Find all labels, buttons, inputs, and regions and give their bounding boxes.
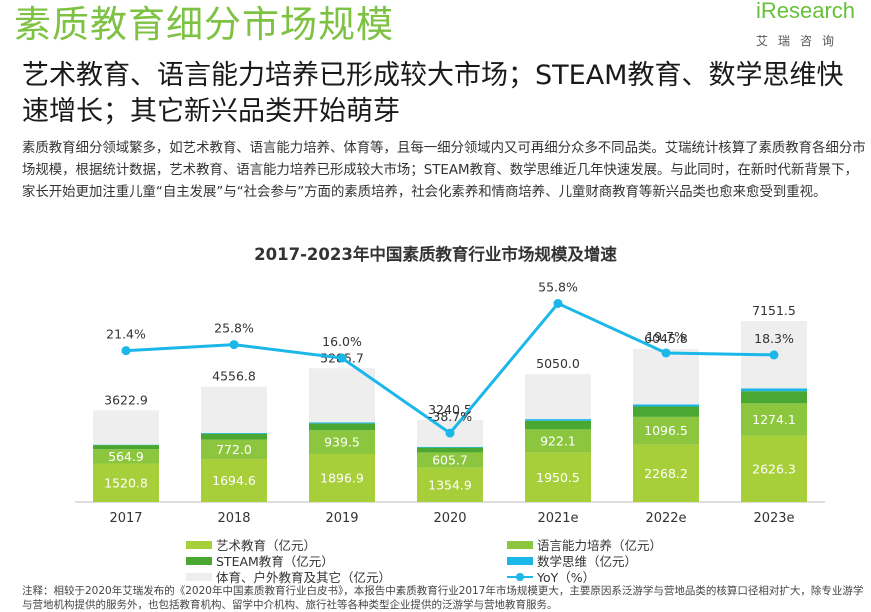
yoy-label: 55.8% bbox=[538, 279, 578, 294]
yoy-point bbox=[770, 350, 779, 359]
x-tick-label: 2023e bbox=[753, 511, 794, 526]
bar-segment bbox=[201, 434, 267, 440]
yoy-point bbox=[662, 348, 671, 357]
bar-value-label: 2626.3 bbox=[752, 461, 796, 476]
bar-segment bbox=[201, 387, 267, 433]
bar-segment bbox=[741, 391, 807, 403]
bar-value-label: 922.1 bbox=[540, 433, 576, 448]
yoy-label: -38.7% bbox=[428, 409, 472, 424]
x-tick-label: 2017 bbox=[109, 511, 142, 526]
yoy-label: 18.3% bbox=[754, 331, 794, 346]
bar-segment bbox=[525, 374, 591, 419]
x-tick-label: 2018 bbox=[217, 511, 250, 526]
bar-value-label: 1520.8 bbox=[104, 475, 148, 490]
yoy-label: 25.8% bbox=[214, 321, 254, 336]
x-tick-label: 2021e bbox=[537, 511, 578, 526]
legend-swatch-language bbox=[507, 541, 533, 549]
bar-segment bbox=[201, 433, 267, 434]
bar-total-label: 4556.8 bbox=[212, 369, 256, 384]
bar-value-label: 1274.1 bbox=[752, 412, 796, 427]
bar-value-label: 1896.9 bbox=[320, 471, 364, 486]
yoy-label: 16.0% bbox=[322, 334, 362, 349]
yoy-point bbox=[338, 354, 347, 363]
bar-value-label: 1096.5 bbox=[644, 423, 688, 438]
bar-value-label: 1950.5 bbox=[536, 470, 580, 485]
legend-swatch-yoy bbox=[507, 572, 533, 582]
yoy-point bbox=[446, 429, 455, 438]
bar-segment bbox=[93, 410, 159, 444]
bar-total-label: 3622.9 bbox=[104, 392, 148, 407]
bar-segment bbox=[309, 423, 375, 430]
yoy-point bbox=[122, 346, 131, 355]
bar-value-label: 2268.2 bbox=[644, 466, 688, 481]
bar-total-label: 5050.0 bbox=[536, 356, 580, 371]
legend-swatch-art bbox=[186, 541, 212, 549]
yoy-label: 19.7% bbox=[646, 329, 686, 344]
x-tick-label: 2020 bbox=[433, 511, 466, 526]
bar-total-label: 7151.5 bbox=[752, 303, 796, 318]
bar-value-label: 1694.6 bbox=[212, 473, 256, 488]
bar-segment bbox=[309, 368, 375, 422]
bar-segment bbox=[525, 419, 591, 421]
legend-swatch-sports bbox=[186, 573, 212, 581]
bar-segment bbox=[525, 421, 591, 430]
yoy-label: 21.4% bbox=[106, 327, 146, 342]
legend-swatch-steam bbox=[186, 557, 212, 565]
bar-segment bbox=[309, 422, 375, 423]
bar-value-label: 1354.9 bbox=[428, 477, 472, 492]
bar-value-label: 939.5 bbox=[324, 435, 360, 450]
bar-segment bbox=[633, 404, 699, 406]
bar-value-label: 772.0 bbox=[216, 442, 252, 457]
bar-value-label: 605.7 bbox=[432, 453, 468, 468]
yoy-point bbox=[230, 340, 239, 349]
bar-value-label: 564.9 bbox=[108, 449, 144, 464]
legend-swatch-math bbox=[507, 557, 533, 565]
bar-segment bbox=[93, 445, 159, 449]
bar-segment bbox=[633, 407, 699, 417]
x-tick-label: 2019 bbox=[325, 511, 358, 526]
yoy-point bbox=[554, 299, 563, 308]
bar-segment bbox=[741, 388, 807, 391]
x-tick-label: 2022e bbox=[645, 511, 686, 526]
bar-segment bbox=[417, 447, 483, 448]
bar-segment bbox=[417, 448, 483, 453]
